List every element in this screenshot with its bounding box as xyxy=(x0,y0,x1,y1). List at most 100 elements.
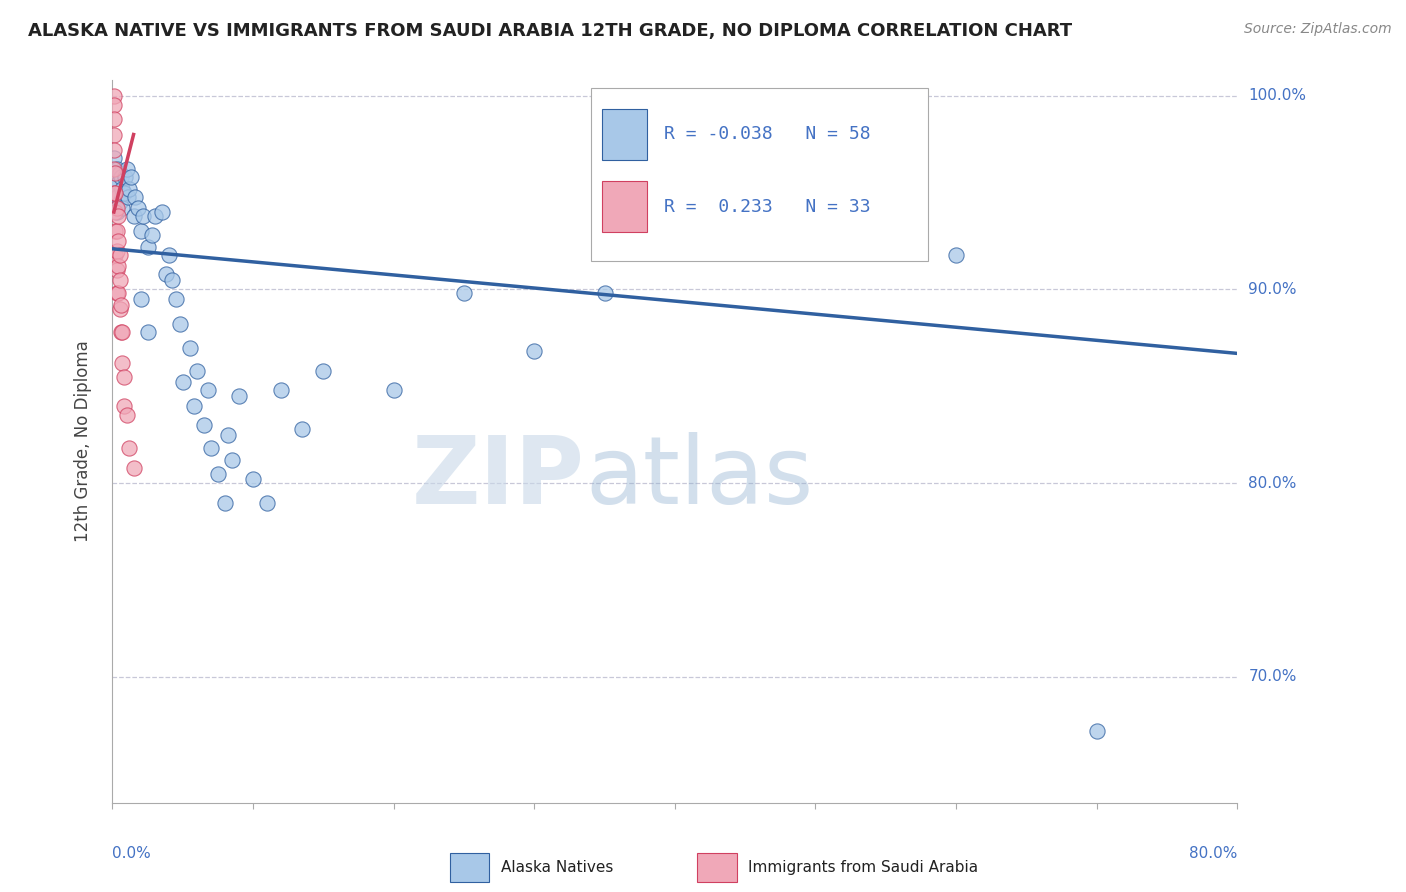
Bar xyxy=(697,854,737,882)
Point xyxy=(200,442,222,456)
Point xyxy=(103,143,125,157)
Point xyxy=(179,341,201,355)
Text: 90.0%: 90.0% xyxy=(1249,282,1296,297)
Point xyxy=(132,209,155,223)
Point xyxy=(945,247,967,261)
Point xyxy=(593,286,616,301)
Point xyxy=(217,427,239,442)
Point xyxy=(150,205,173,219)
Point xyxy=(453,286,475,301)
Point xyxy=(111,356,134,370)
Text: R = -0.038   N = 58: R = -0.038 N = 58 xyxy=(664,126,870,144)
Point xyxy=(103,128,125,142)
Point xyxy=(523,344,546,359)
Point xyxy=(115,409,138,423)
Point xyxy=(143,209,166,223)
Point xyxy=(103,186,125,200)
Point xyxy=(104,166,127,180)
Text: 80.0%: 80.0% xyxy=(1189,847,1237,861)
Point xyxy=(312,364,335,378)
Point xyxy=(107,259,129,273)
Text: ALASKA NATIVE VS IMMIGRANTS FROM SAUDI ARABIA 12TH GRADE, NO DIPLOMA CORRELATION: ALASKA NATIVE VS IMMIGRANTS FROM SAUDI A… xyxy=(28,22,1073,40)
Text: Alaska Natives: Alaska Natives xyxy=(501,860,613,875)
Point xyxy=(110,325,132,339)
Point xyxy=(111,201,134,215)
Bar xyxy=(602,109,647,160)
Point xyxy=(172,376,194,390)
Point xyxy=(122,460,145,475)
Text: Source: ZipAtlas.com: Source: ZipAtlas.com xyxy=(1244,22,1392,37)
Point xyxy=(141,228,163,243)
Point xyxy=(270,383,292,397)
Point xyxy=(110,298,132,312)
Point xyxy=(256,495,278,509)
Point xyxy=(105,205,128,219)
Point xyxy=(117,189,139,203)
Point xyxy=(157,247,180,261)
Point xyxy=(1085,724,1108,739)
Point xyxy=(103,98,125,112)
Point xyxy=(228,389,250,403)
Point xyxy=(136,325,159,339)
Point xyxy=(120,170,142,185)
Point xyxy=(104,224,127,238)
Point xyxy=(105,189,128,203)
Point xyxy=(103,162,125,177)
Y-axis label: 12th Grade, No Diploma: 12th Grade, No Diploma xyxy=(73,341,91,542)
Point xyxy=(127,201,149,215)
Text: 0.0%: 0.0% xyxy=(112,847,152,861)
Point xyxy=(118,442,141,456)
Point xyxy=(183,399,205,413)
Point xyxy=(169,318,191,332)
Point xyxy=(118,182,141,196)
Bar xyxy=(450,854,489,882)
Point xyxy=(105,244,128,258)
Point xyxy=(107,286,129,301)
Point xyxy=(105,286,128,301)
Point xyxy=(197,383,219,397)
Text: 80.0%: 80.0% xyxy=(1249,475,1296,491)
Point xyxy=(107,209,129,223)
Point xyxy=(108,166,131,180)
Text: R =  0.233   N = 33: R = 0.233 N = 33 xyxy=(664,198,870,216)
Point xyxy=(108,301,131,316)
Point xyxy=(108,195,131,210)
Point xyxy=(124,189,146,203)
Point xyxy=(129,292,152,306)
Point xyxy=(103,176,125,190)
Point xyxy=(165,292,187,306)
Text: Immigrants from Saudi Arabia: Immigrants from Saudi Arabia xyxy=(748,860,979,875)
Point xyxy=(122,209,145,223)
Point xyxy=(115,162,138,177)
Point xyxy=(105,162,128,177)
Text: ZIP: ZIP xyxy=(412,432,585,524)
Point xyxy=(103,88,125,103)
Point xyxy=(104,205,127,219)
Point xyxy=(242,472,264,486)
Point xyxy=(111,325,134,339)
Point xyxy=(111,182,134,196)
Point xyxy=(104,247,127,261)
Point xyxy=(103,112,125,126)
Point xyxy=(105,224,128,238)
Point xyxy=(136,240,159,254)
Point xyxy=(112,399,135,413)
Point xyxy=(103,151,125,165)
Point xyxy=(155,267,177,281)
Point xyxy=(207,467,229,481)
Point xyxy=(110,170,132,185)
Point xyxy=(108,247,131,261)
Point xyxy=(105,201,128,215)
Point xyxy=(160,273,183,287)
Point xyxy=(112,369,135,384)
Text: atlas: atlas xyxy=(585,432,813,524)
Point xyxy=(193,418,215,433)
Point xyxy=(382,383,405,397)
Point xyxy=(221,453,243,467)
Point xyxy=(114,170,136,185)
Point xyxy=(112,186,135,200)
Point xyxy=(186,364,208,378)
Point xyxy=(105,263,128,277)
Text: 70.0%: 70.0% xyxy=(1249,669,1296,684)
Point xyxy=(214,495,236,509)
